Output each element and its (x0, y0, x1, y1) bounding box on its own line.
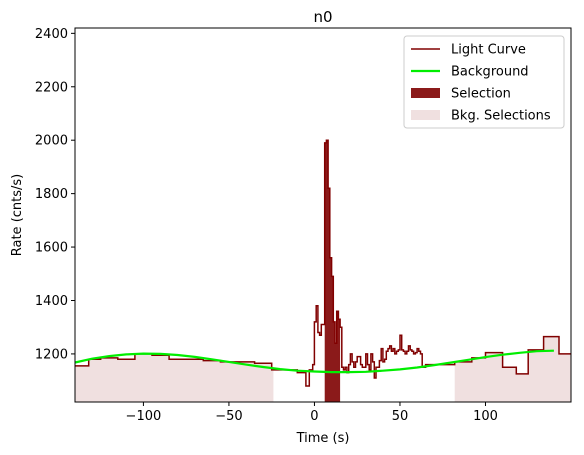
background-series (74, 349, 554, 374)
x-tick-label: 100 (473, 409, 498, 424)
y-tick-label: 1400 (35, 294, 68, 309)
legend-label: Bkg. Selections (451, 109, 551, 124)
legend: Light Curve Background Selection Bkg. Selec… (403, 35, 565, 129)
selection-region (324, 140, 341, 402)
legend-swatch (411, 88, 440, 98)
legend-swatch (411, 110, 440, 120)
x-axis: −100 −50 0 50 100 (126, 402, 498, 424)
selection-layer (324, 140, 341, 402)
legend-label: Light Curve (451, 43, 526, 58)
legend-label: Selection (451, 87, 511, 102)
y-axis: 1200 1400 1600 1800 2000 2200 2400 (35, 27, 75, 362)
plot-frame (74, 27, 572, 403)
bkg-selections-layer (75, 336, 571, 402)
y-tick-label: 2400 (35, 27, 68, 42)
y-axis-label: Rate (cnts/s) (10, 174, 25, 257)
y-tick-label: 2000 (35, 134, 68, 149)
x-tick-label: −50 (215, 409, 242, 424)
y-tick-label: 1600 (35, 241, 68, 256)
light-curve-series (75, 139, 571, 387)
x-tick-label: −100 (126, 409, 162, 424)
legend-box (403, 35, 565, 129)
x-tick-label: 50 (392, 409, 409, 424)
y-tick-label: 2200 (35, 80, 68, 95)
bkg-selection-region (75, 353, 274, 402)
y-tick-label: 1200 (35, 347, 68, 362)
background-model-layer (74, 349, 554, 374)
bkg-selection-region (454, 336, 571, 402)
x-axis-label: Time (s) (296, 431, 350, 446)
chart-title: n0 (313, 8, 332, 26)
light-curve-layer (75, 139, 571, 387)
legend-label: Background (451, 65, 529, 80)
x-tick-label: 0 (310, 409, 318, 424)
y-tick-label: 1800 (35, 187, 68, 202)
